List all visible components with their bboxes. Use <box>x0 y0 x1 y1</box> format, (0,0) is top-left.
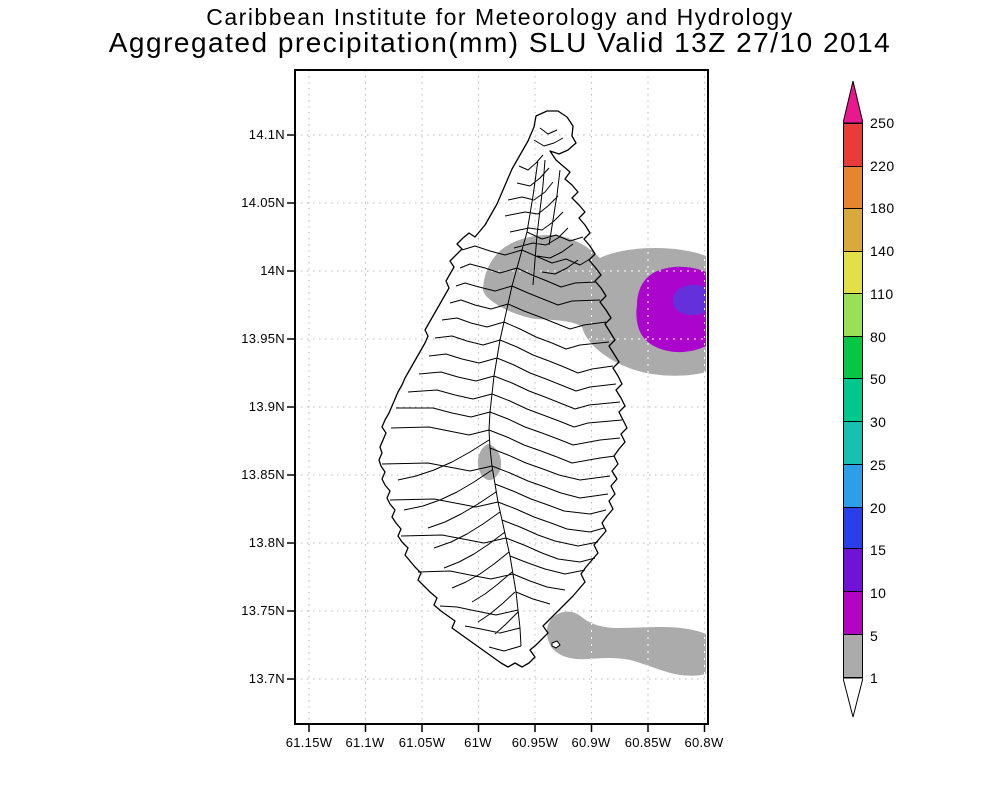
colorbar-seg-80-110 <box>844 294 862 338</box>
colorbar-seg-110-140 <box>844 251 862 295</box>
axis-ticks <box>287 134 706 732</box>
colorbar-seg-20-25 <box>844 464 862 508</box>
colorbar-label-10: 10 <box>870 585 887 601</box>
precip-blob-central-spot <box>477 444 502 481</box>
lat-label-13.8N: 13.8N <box>248 535 285 550</box>
lon-label-60.85W: 60.85W <box>624 735 672 750</box>
colorbar-label-5: 5 <box>870 628 879 644</box>
colorbar-label-25: 25 <box>870 457 887 473</box>
lat-label-13.7N: 13.7N <box>248 671 285 686</box>
colorbar-label-180: 180 <box>870 200 895 216</box>
lat-label-13.9N: 13.9N <box>248 399 285 414</box>
lon-label-60.95W: 60.95W <box>511 735 559 750</box>
colorbar-label-50: 50 <box>870 371 887 387</box>
colorbar-seg-140-180 <box>844 208 862 252</box>
islet-southeast <box>551 640 561 649</box>
colorbar <box>843 123 863 678</box>
colorbar-label-140: 140 <box>870 243 895 259</box>
lat-label-13.95N: 13.95N <box>241 331 285 346</box>
colorbar-label-1: 1 <box>870 670 879 686</box>
page-title-organization: Caribbean Institute for Meteorology and … <box>206 4 794 30</box>
colorbar-label-15: 15 <box>870 542 887 558</box>
colorbar-seg-180-220 <box>844 166 862 209</box>
lat-label-14.1N: 14.1N <box>248 127 285 142</box>
saint-lucia-coastline <box>378 110 628 668</box>
lon-label-60.9W: 60.9W <box>571 735 611 750</box>
colorbar-arrow-top <box>843 81 863 123</box>
colorbar-seg-5-10 <box>844 592 862 636</box>
colorbar-seg-220-250 <box>844 124 862 167</box>
colorbar-label-20: 20 <box>870 500 887 516</box>
colorbar-seg-15-20 <box>844 507 862 550</box>
colorbar-seg-50-80 <box>844 337 862 380</box>
colorbar-seg-1-5 <box>844 635 862 677</box>
lon-label-61W: 61W <box>464 735 492 750</box>
colorbar-label-250: 250 <box>870 115 895 131</box>
watershed-boundaries <box>381 127 623 652</box>
lat-label-14N: 14N <box>260 263 285 278</box>
colorbar-label-30: 30 <box>870 414 887 430</box>
lat-label-14.05N: 14.05N <box>241 195 285 210</box>
lat-label-13.75N: 13.75N <box>241 603 285 618</box>
lat-label-13.85N: 13.85N <box>241 467 285 482</box>
colorbar-label-80: 80 <box>870 329 887 345</box>
colorbar-seg-10-15 <box>844 549 862 593</box>
colorbar-seg-30-50 <box>844 379 862 422</box>
colorbar-seg-25-30 <box>844 421 862 465</box>
lon-label-60.8W: 60.8W <box>684 735 724 750</box>
colorbar-label-110: 110 <box>870 286 894 302</box>
page-title-product: Aggregated precipitation(mm) SLU Valid 1… <box>108 27 892 58</box>
map-plot <box>287 69 709 732</box>
precip-blob-southeast-offshore <box>547 611 706 676</box>
graticule-over-shading <box>477 235 706 676</box>
map-frame <box>294 69 709 725</box>
precip-shade-10-15mm <box>673 284 706 316</box>
lon-label-61.05W: 61.05W <box>398 735 446 750</box>
colorbar-label-220: 220 <box>870 158 895 174</box>
lon-label-61.1W: 61.1W <box>345 735 385 750</box>
colorbar-arrow-bottom <box>843 678 863 718</box>
graticule-gridlines <box>295 70 708 724</box>
lon-label-61.15W: 61.15W <box>285 735 333 750</box>
